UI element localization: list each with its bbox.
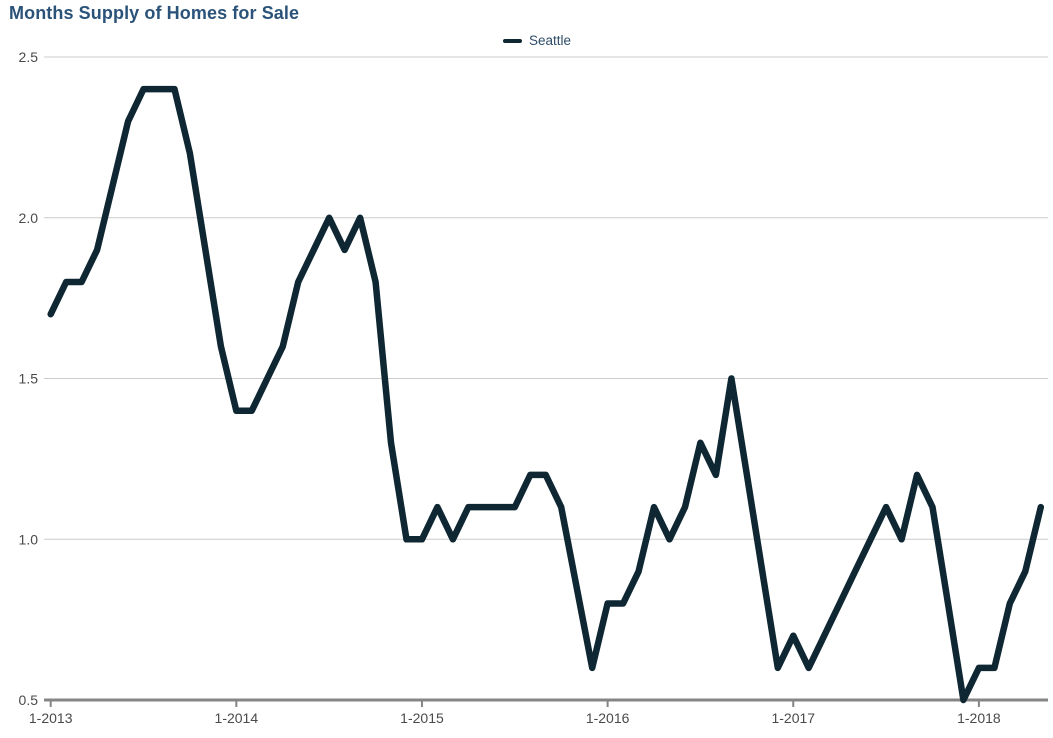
y-tick-label: 1.0 <box>19 531 39 547</box>
x-tick-label: 1-2015 <box>400 710 444 726</box>
y-tick-label: 2.0 <box>19 210 39 226</box>
legend: Seattle <box>503 33 571 48</box>
x-tick-label: 1-2014 <box>215 710 259 726</box>
y-tick-label: 0.5 <box>19 692 39 708</box>
y-tick-label: 2.5 <box>19 49 39 65</box>
legend-item-seattle[interactable]: Seattle <box>529 33 572 48</box>
seattle-line-series <box>47 85 1045 704</box>
x-tick-label: 1-2017 <box>771 710 815 726</box>
legend-swatch-seattle <box>503 38 522 43</box>
x-tick-label: 1-2016 <box>586 710 630 726</box>
x-tick-label: 1-2013 <box>29 710 73 726</box>
page-title: Months Supply of Homes for Sale <box>9 3 300 23</box>
y-tick-label: 1.5 <box>19 371 39 387</box>
x-tick-label: 1-2018 <box>957 710 1001 726</box>
